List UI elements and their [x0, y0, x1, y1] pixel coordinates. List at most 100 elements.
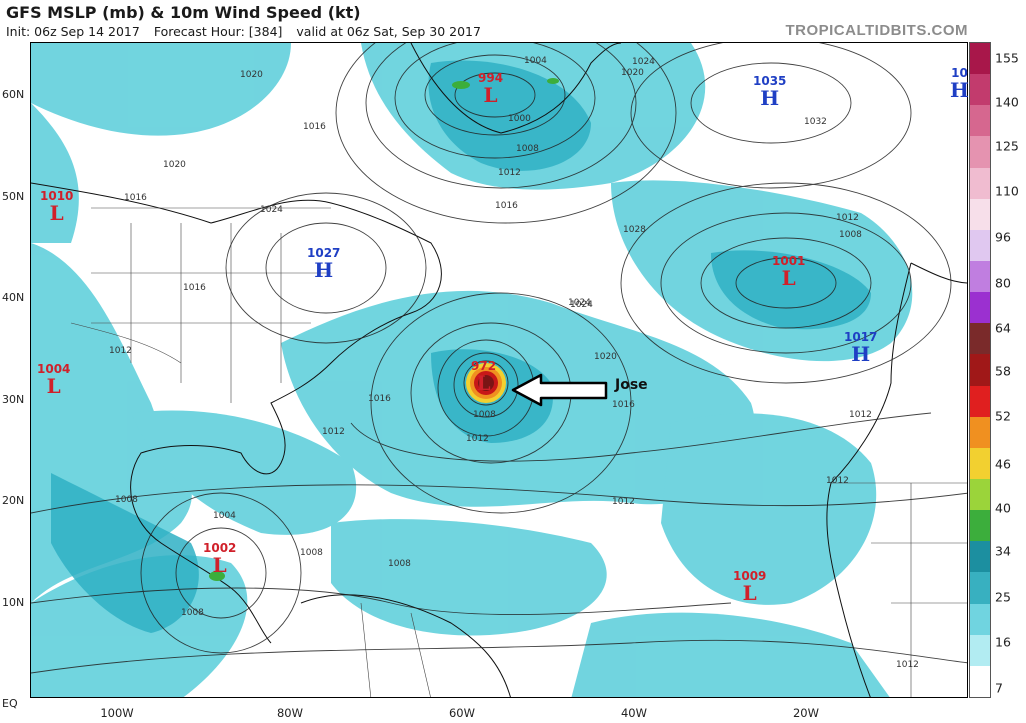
- pressure-value: 1010: [40, 189, 74, 203]
- isobar-label: 1012: [896, 660, 919, 670]
- pressure-system-low-1010: 1010 L: [40, 189, 74, 224]
- pressure-value: 972: [471, 359, 497, 373]
- colorbar-segment: [970, 416, 990, 449]
- lat-label-40n: 40N: [2, 291, 25, 304]
- isobar-ring: [225, 192, 427, 344]
- wind-spot: [547, 78, 559, 84]
- border-africa: [831, 482, 967, 697]
- isobar-label: 1012: [498, 168, 521, 178]
- isobar-label: 1016: [495, 201, 518, 211]
- colorbar-segment: [970, 198, 990, 231]
- lat-label-20n: 20N: [2, 494, 25, 507]
- isobar-ring: [453, 352, 519, 418]
- isobar-ring: [620, 182, 952, 384]
- colorbar-segment: [970, 136, 990, 169]
- lon-label-20w: 20W: [792, 706, 820, 720]
- jose-core-ring-darkred: [478, 375, 494, 391]
- map-canvas: [31, 43, 967, 697]
- isobar-label: 1012: [466, 434, 489, 444]
- colorbar-segment: [970, 385, 990, 418]
- isobar-label: 1008: [115, 495, 138, 505]
- isobar-ring: [424, 54, 566, 136]
- isobar-ring: [335, 43, 677, 224]
- lon-label-80w: 80W: [276, 706, 304, 720]
- colorbar-label: 46: [995, 456, 1011, 472]
- pressure-value: 1001: [772, 254, 806, 268]
- isobar-label: 1012: [836, 213, 859, 223]
- pressure-system-low-1009: 1009 L: [733, 570, 766, 605]
- init-time: Init: 06z Sep 14 2017: [6, 24, 140, 39]
- colorbar-segment: [970, 292, 990, 324]
- isobar-ring: [660, 212, 912, 354]
- isobar-label: 1012: [612, 497, 635, 507]
- wind-region-gulf: [131, 410, 357, 535]
- isobar-label: 1024: [260, 205, 283, 215]
- isobar-label: 1012: [826, 476, 849, 486]
- border-south-america: [360, 602, 431, 697]
- wind-strong-pacific: [51, 473, 199, 633]
- pressure-value: 1017: [844, 330, 878, 344]
- colorbar-label: 7: [995, 680, 1003, 696]
- colorbar-label: 96: [995, 229, 1011, 245]
- wind-spot: [452, 81, 470, 89]
- wind-region-northwest: [31, 43, 291, 136]
- colorbar-segment: [970, 323, 990, 355]
- isobar-ring: [370, 292, 632, 514]
- pressure-system-high-1035: 1035 H: [753, 75, 786, 110]
- brand-watermark: TROPICALTIDBITS.COM: [785, 22, 968, 39]
- pressure-letter: H: [760, 86, 780, 110]
- colorbar-segment: [970, 510, 990, 542]
- colorbar-label: 140: [995, 94, 1019, 110]
- colorbar-label: 110: [995, 183, 1019, 199]
- jose-arrow: [511, 373, 608, 407]
- wind-spot: [209, 571, 225, 581]
- pressure-system-low-1004: 1004 L: [37, 363, 70, 397]
- isobar-label: 1008: [473, 410, 496, 420]
- border-us-mexico: [70, 322, 182, 364]
- isobar-ring: [265, 222, 387, 314]
- pressure-letter: L: [742, 581, 757, 605]
- wind-region-south-atlantic: [571, 612, 890, 697]
- colorbar-label: 34: [995, 543, 1011, 559]
- colorbar-segment: [970, 74, 990, 106]
- isobar-line: [31, 639, 967, 674]
- isobar-label: 1008: [388, 559, 411, 569]
- header: GFS MSLP (mb) & 10m Wind Speed (kt) Init…: [0, 0, 1026, 42]
- pressure-system-high-1017: 1017 H: [844, 330, 878, 365]
- pressure-value: 1002: [203, 541, 237, 555]
- isobar-label: 1020: [240, 70, 263, 80]
- lat-label-10n: 10N: [2, 596, 25, 609]
- jose-storm-core: [466, 363, 506, 403]
- wind-region-caribbean: [331, 519, 607, 636]
- pressure-system-low-1001: 1001 L: [772, 254, 806, 289]
- isobar-ring: [690, 62, 852, 144]
- lat-label-30n: 30N: [2, 393, 25, 406]
- pressure-letter: H: [314, 258, 334, 282]
- colorbar-label: 155: [995, 50, 1019, 66]
- isobar-label: 1016: [612, 400, 635, 410]
- chart-subtitle: Init: 06z Sep 14 2017 Forecast Hour: [384…: [6, 24, 495, 39]
- isobar-ring: [394, 43, 596, 159]
- isobar-label: 1020: [621, 68, 644, 78]
- isobar-label: 1012: [849, 410, 872, 420]
- colorbar-label: 16: [995, 634, 1011, 650]
- chart-title: GFS MSLP (mb) & 10m Wind Speed (kt): [6, 3, 361, 22]
- pressure-value: 1027: [307, 246, 341, 260]
- isobar-label: 1008: [300, 548, 323, 558]
- isobar-ring: [735, 257, 837, 309]
- colorbar-label: 25: [995, 589, 1011, 605]
- isobar-label: 1020: [594, 352, 617, 362]
- isobar-ring: [175, 527, 267, 619]
- pressure-letter: H: [950, 78, 969, 102]
- wind-region-west: [31, 103, 79, 243]
- colorbar-label: 40: [995, 500, 1011, 516]
- wind-speed-colorbar: [969, 42, 991, 698]
- isobar-label: 1012: [322, 427, 345, 437]
- isobar-label: 1032: [804, 117, 827, 127]
- colorbar-segment: [970, 261, 990, 293]
- pressure-system-low-994: 994 L: [478, 72, 503, 106]
- colorbar-segment: [970, 354, 990, 387]
- pressure-system-high-edge: 10 H: [950, 67, 969, 102]
- storm-name-label: Jose: [615, 377, 648, 393]
- coast-south-america: [300, 594, 511, 697]
